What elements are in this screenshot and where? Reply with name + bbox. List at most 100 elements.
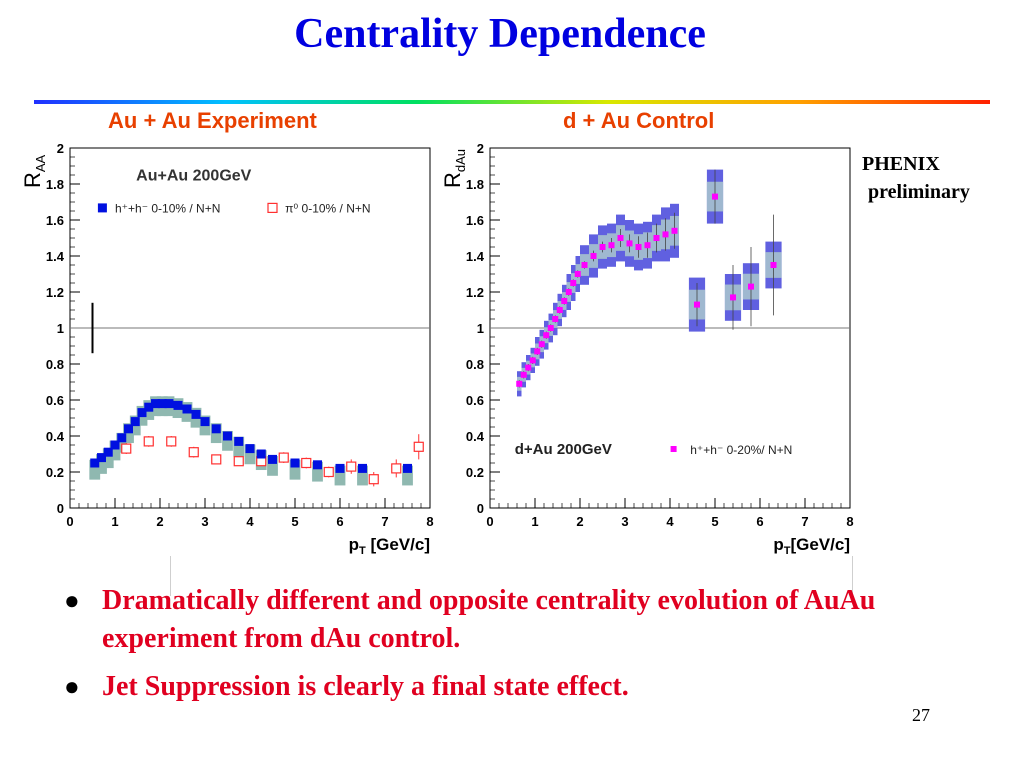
- x-tick-label: 8: [426, 514, 433, 529]
- y-tick-label: 1.8: [466, 177, 484, 192]
- legend-marker-pi0: [267, 202, 278, 214]
- dau-point: [525, 364, 532, 371]
- y-tick-label: 1: [57, 321, 64, 336]
- systematic-band: [116, 432, 128, 453]
- pi0-point: [413, 441, 424, 452]
- y-axis-label: RAA: [20, 154, 48, 188]
- right-panel-title: d + Au Control: [563, 108, 715, 133]
- pi0-point: [368, 474, 379, 485]
- dau-point: [644, 242, 651, 249]
- slide-title: Centrality Dependence: [294, 11, 706, 57]
- dau-point: [570, 280, 577, 286]
- systematic-band: [267, 455, 278, 476]
- dau-point: [547, 325, 554, 331]
- phenix-preliminary-label: PHENIX preliminary: [862, 150, 970, 206]
- systematic-band: [312, 461, 323, 482]
- y-tick-label: 1.2: [46, 285, 64, 300]
- x-tick-label: 5: [291, 514, 298, 529]
- bullet-dot-icon: ●: [64, 586, 80, 615]
- y-tick-label: 2: [57, 141, 64, 156]
- hh-point: [313, 460, 322, 470]
- hh-point: [117, 433, 127, 443]
- divider-line-left: [170, 556, 171, 596]
- systematic-band: [102, 448, 114, 469]
- dau-point: [608, 242, 615, 249]
- y-tick-label: 0.6: [46, 393, 64, 408]
- x-tick-label: 2: [576, 514, 583, 529]
- hh-point: [211, 424, 221, 434]
- dau-point: [581, 262, 588, 268]
- hh-point: [403, 463, 412, 473]
- systematic-band: [357, 465, 368, 486]
- y-tick-label: 0.6: [466, 393, 484, 408]
- hh-point: [90, 458, 100, 468]
- dau-point: [730, 294, 736, 301]
- dau-rdau-chart: 0 0.2 0.4 0.6 0.8 1 1.2 1.4 1.6 1.8 2 0 1 2 3 4 5 6 7 8 RdAu…: [440, 141, 854, 557]
- hh-point: [144, 402, 154, 412]
- x-axis-label: pT[GeV/c]: [773, 535, 850, 557]
- legend-marker-hh: [97, 203, 107, 213]
- chart-label: d+Au 200GeV: [515, 441, 612, 458]
- hh-point: [173, 400, 183, 410]
- pi0-point: [346, 461, 357, 472]
- x-tick-label: 1: [531, 514, 538, 529]
- y-tick-label: 1.2: [466, 285, 484, 300]
- systematic-band: [244, 444, 256, 465]
- bullet-text: Jet Suppression is clearly a final state…: [102, 671, 629, 702]
- legend-marker-dau: [670, 446, 677, 452]
- hh-point: [223, 431, 232, 441]
- y-tick-label: 0: [57, 501, 64, 516]
- x-tick-label: 0: [66, 514, 73, 529]
- dau-point: [770, 262, 777, 268]
- dau-point: [671, 227, 678, 234]
- hh-point: [335, 463, 345, 473]
- x-tick-label: 4: [246, 514, 254, 529]
- x-tick-label: 4: [666, 514, 674, 529]
- x-tick-label: 6: [336, 514, 343, 529]
- hh-point: [164, 399, 174, 409]
- title-divider: [34, 100, 990, 104]
- pi0-point: [391, 463, 402, 474]
- pi0-point: [301, 457, 312, 469]
- x-tick-label: 0: [486, 514, 493, 529]
- preliminary-label: preliminary: [868, 181, 970, 203]
- dau-point: [599, 244, 606, 250]
- x-tick-label: 8: [846, 514, 853, 529]
- dau-point: [662, 231, 669, 238]
- x-axis-label-sub: T: [359, 545, 366, 557]
- x-tick-label: 5: [711, 514, 718, 529]
- x-tick-label: 7: [801, 514, 808, 529]
- dau-point: [552, 316, 559, 322]
- hh-point: [256, 449, 266, 459]
- systematic-band: [402, 465, 413, 486]
- y-tick-label: 1.4: [46, 249, 65, 264]
- hh-point: [157, 399, 167, 409]
- y-tick-label: 1.8: [46, 177, 64, 192]
- hh-point: [245, 444, 255, 454]
- hh-point: [130, 417, 140, 427]
- hh-point: [234, 436, 244, 446]
- pi0-point: [323, 466, 334, 478]
- bullet-item: ● Jet Suppression is clearly a final sta…: [64, 668, 964, 706]
- systematic-band: [289, 459, 301, 480]
- pi0-point: [121, 443, 132, 454]
- y-tick-label: 0.8: [46, 357, 64, 372]
- systematic-band: [109, 440, 121, 461]
- x-tick-label: 2: [156, 514, 163, 529]
- dau-point: [590, 253, 597, 259]
- hh-point: [110, 440, 120, 450]
- dau-point: [561, 298, 568, 304]
- dau-point: [712, 193, 718, 200]
- phenix-label: PHENIX: [862, 153, 940, 175]
- pi0-point: [166, 436, 177, 447]
- y-tick-label: 1.6: [466, 213, 484, 228]
- systematic-band: [96, 454, 107, 474]
- pi0-point: [211, 454, 222, 465]
- bullet-item: ● Dramatically different and opposite ce…: [64, 582, 964, 658]
- dau-point: [556, 307, 563, 313]
- dau-point: [694, 301, 700, 308]
- bullet-text: Dramatically different and opposite cent…: [102, 585, 876, 654]
- hh-point: [137, 408, 147, 418]
- pi0-point: [233, 456, 244, 467]
- hh-point: [124, 424, 133, 434]
